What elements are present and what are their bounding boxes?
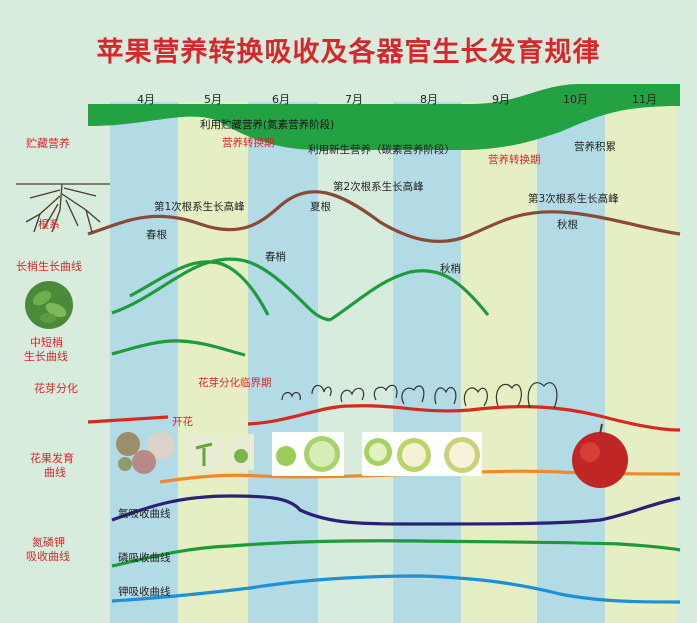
annotation-root-peak-2: 第2次根系生长高峰 xyxy=(333,181,424,193)
root-curve xyxy=(87,190,681,243)
roots-icon xyxy=(16,183,110,233)
month-label: 8月 xyxy=(420,93,438,106)
band-nov xyxy=(605,102,677,623)
row-label-short-shoot: 中短梢 xyxy=(30,336,63,349)
annotation-new-nutrition: 利用新生营养（碳素营养阶段） xyxy=(308,144,455,156)
long-shoot-curve-spring xyxy=(111,257,331,322)
k-absorption-curve xyxy=(111,574,681,604)
row-label-npk-2: 吸收曲线 xyxy=(26,550,70,563)
annotation-spring-shoot: 春梢 xyxy=(265,251,286,263)
month-bands xyxy=(110,102,677,623)
annotation-flowering: 开花 xyxy=(172,416,193,428)
annotation-root-peak-3: 第3次根系生长高峰 xyxy=(528,193,619,205)
month-label: 11月 xyxy=(632,93,657,106)
band-may xyxy=(178,102,248,623)
month-label: 6月 xyxy=(272,93,290,106)
n-absorption-curve xyxy=(111,494,681,526)
annotation-summer-root: 夏根 xyxy=(310,201,331,213)
short-shoot-curve xyxy=(111,339,246,357)
annotation-transition-1: 营养转换期 xyxy=(222,137,275,149)
annotation-autumn-shoot: 秋梢 xyxy=(440,263,461,275)
row-label-storage: 贮藏营养 xyxy=(26,137,70,150)
long-shoot-curve-spring-2 xyxy=(129,260,270,316)
band-jun xyxy=(248,102,318,623)
annotation-root-peak-1: 第1次根系生长高峰 xyxy=(154,201,245,213)
row-label-short-shoot-2: 生长曲线 xyxy=(24,350,68,363)
band-jul xyxy=(318,102,393,623)
annotation-transition-2: 营养转换期 xyxy=(488,154,541,166)
fruit-section-icons xyxy=(272,432,482,476)
annotation-k-absorption: 钾吸收曲线 xyxy=(118,586,171,598)
row-label-fruit-2: 曲线 xyxy=(44,466,66,479)
annotation-spring-root: 春根 xyxy=(146,229,167,241)
storage-nutrition-band xyxy=(88,84,680,150)
annotation-autumn-root: 秋根 xyxy=(557,219,578,231)
annotation-n-absorption: 氮吸收曲线 xyxy=(118,508,171,520)
long-shoot-curve-autumn xyxy=(329,269,490,322)
band-aug xyxy=(393,102,461,623)
row-label-fruit: 花果发育 xyxy=(30,452,74,465)
flower-bud-curve-flowering xyxy=(87,415,169,424)
flower-bud-curve xyxy=(247,404,681,432)
row-label-long-shoot: 长梢生长曲线 xyxy=(16,260,82,273)
annotation-accumulation: 营养积累 xyxy=(574,141,616,153)
flower-photo-icons xyxy=(116,432,254,474)
month-label: 5月 xyxy=(204,93,222,106)
apple-photo-icon xyxy=(572,423,628,488)
row-label-flower-bud: 花芽分化 xyxy=(34,382,78,395)
month-label: 7月 xyxy=(345,93,363,106)
band-apr xyxy=(110,102,178,623)
band-sep xyxy=(461,102,537,623)
row-label-npk: 氮磷钾 xyxy=(32,536,65,549)
annotation-stored-nutrition: 利用贮藏营养(氮素营养阶段) xyxy=(200,119,335,131)
month-label: 4月 xyxy=(137,93,155,106)
month-label: 9月 xyxy=(492,93,510,106)
annotation-p-absorption: 磷吸收曲线 xyxy=(118,552,171,564)
bud-sketch-icons xyxy=(281,382,558,409)
leaf-photo-icon xyxy=(25,281,73,329)
band-oct xyxy=(537,102,605,623)
month-label: 10月 xyxy=(563,93,588,106)
page-title: 苹果营养转换吸收及各器官生长发育规律 xyxy=(96,37,601,68)
p-absorption-curve xyxy=(111,539,681,568)
annotation-critical-period: 花芽分化临界期 xyxy=(198,377,272,389)
row-label-roots: 根系 xyxy=(38,218,60,231)
